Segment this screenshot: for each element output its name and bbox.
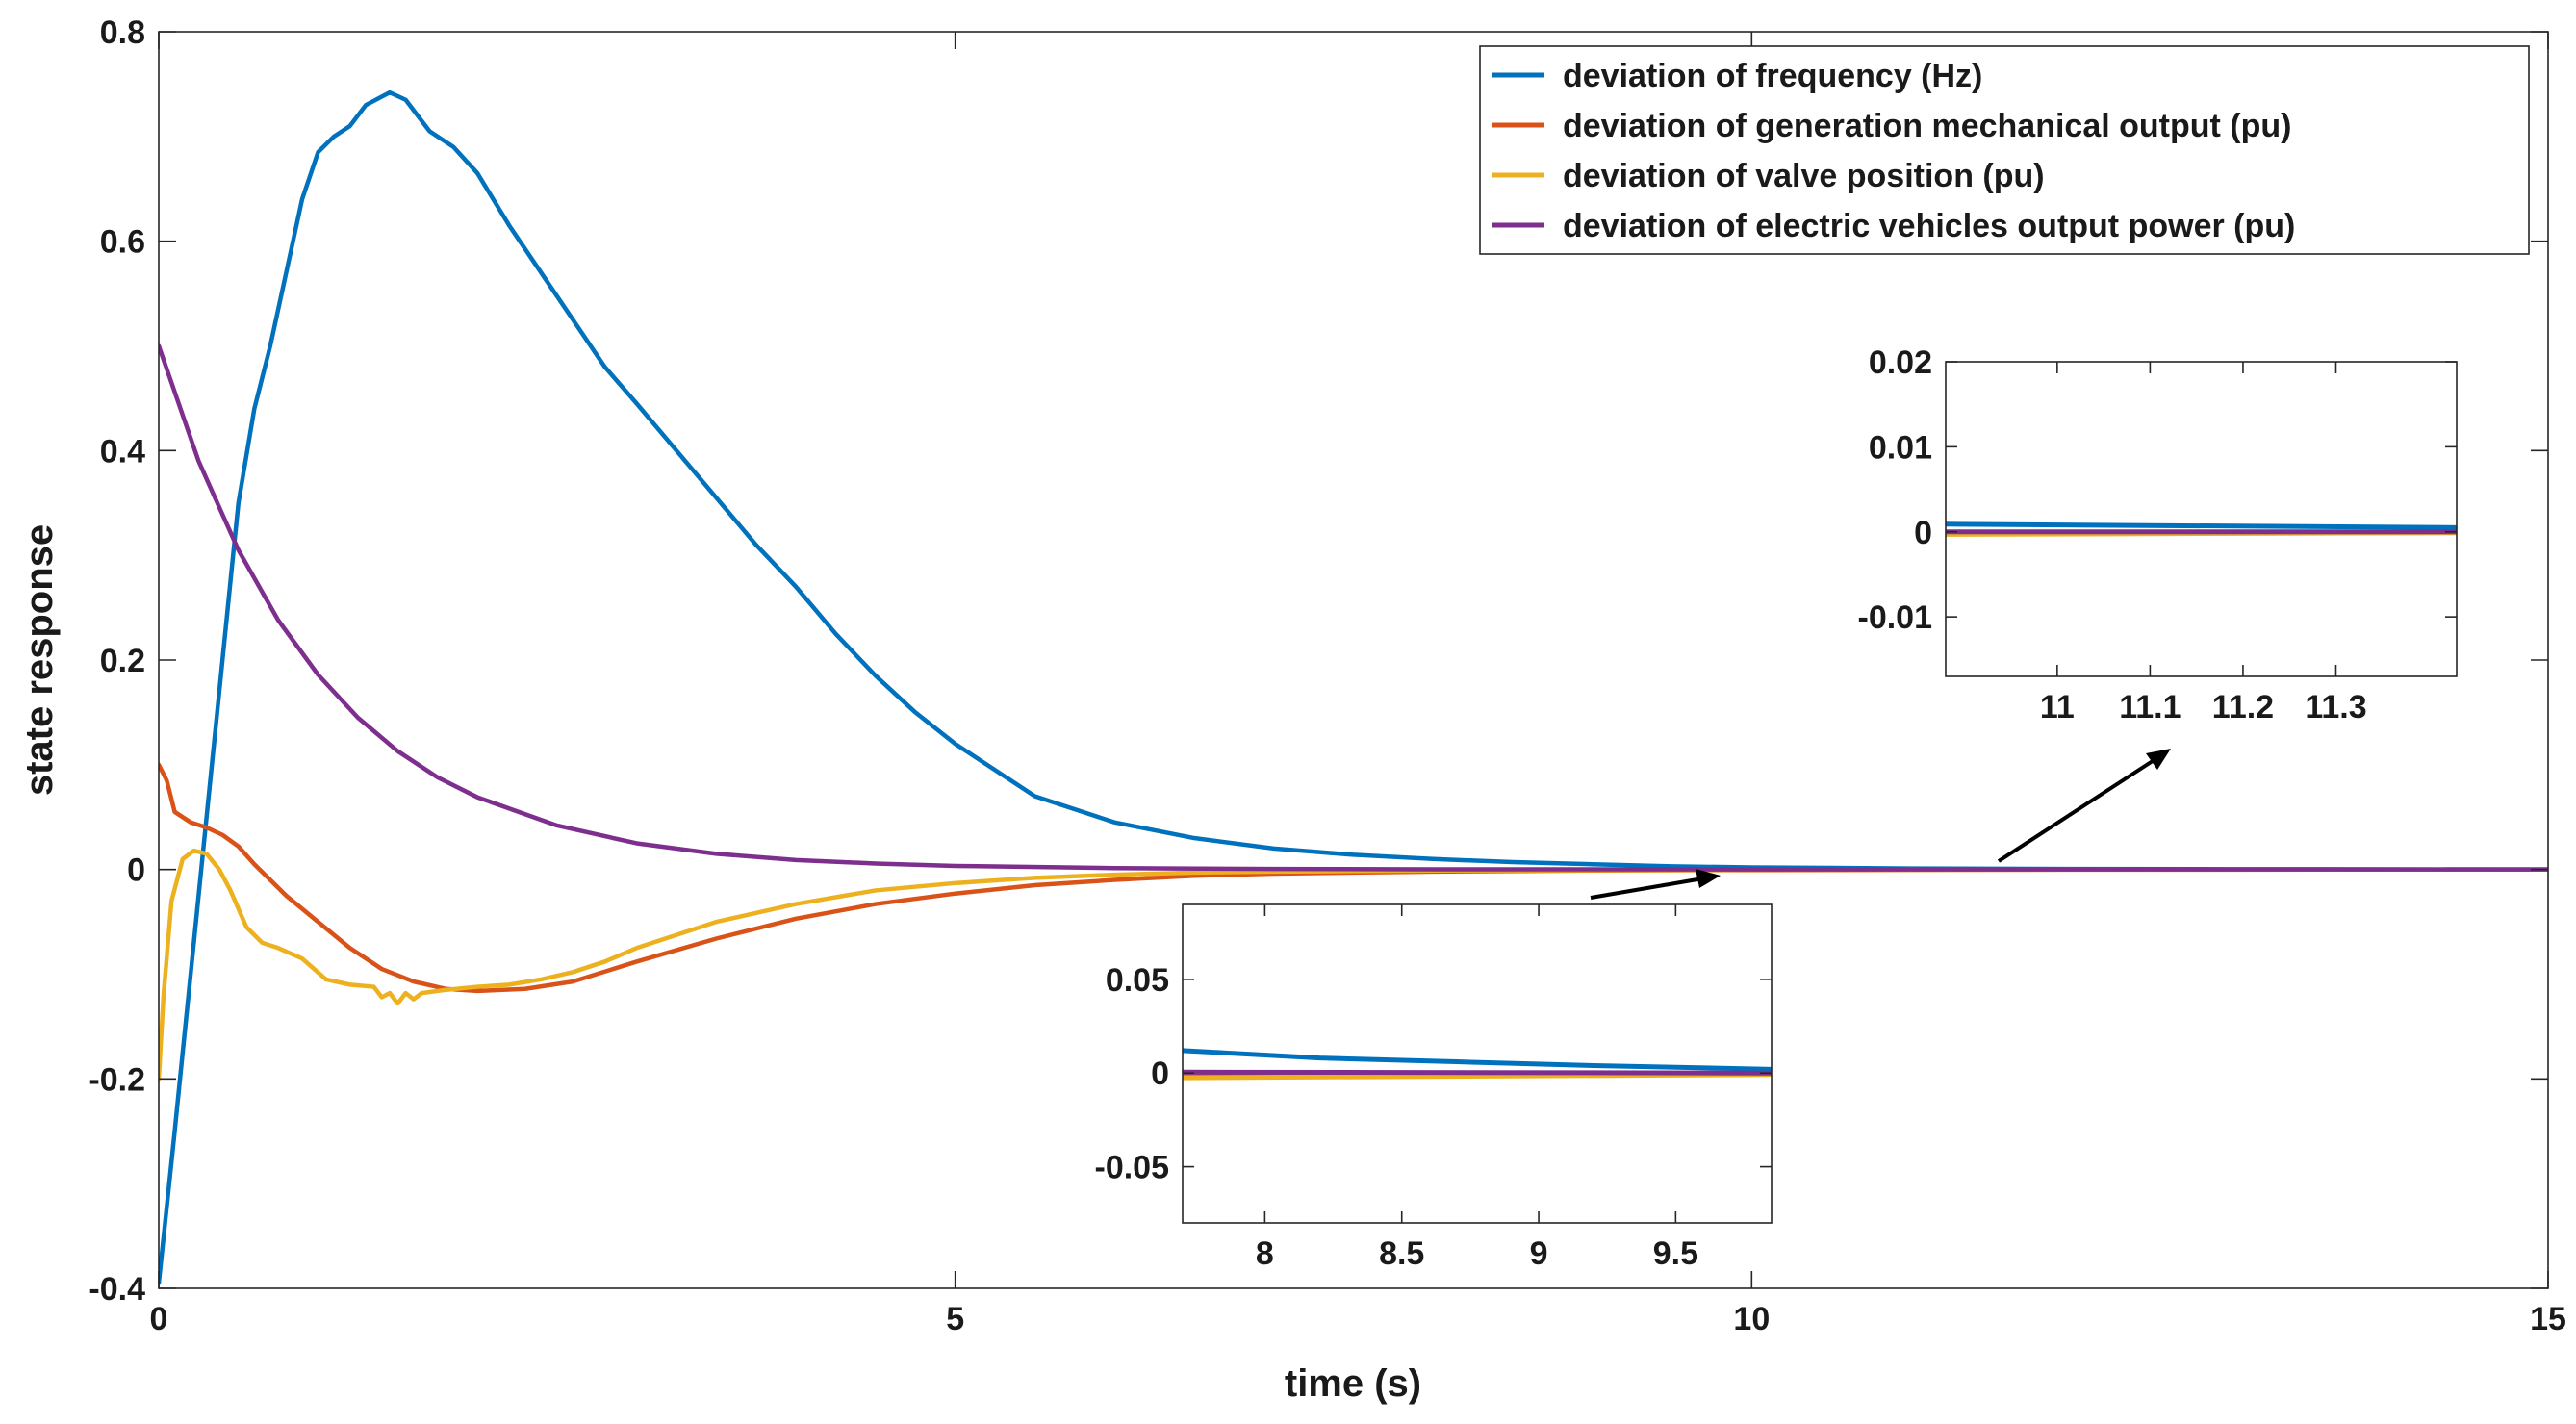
inset-plot-11-to-11-3: 11 11.1 11.2 11.3 -0.01 0 0.01 0.02 bbox=[1858, 344, 2458, 725]
legend: deviation of frequency (Hz) deviation of … bbox=[1479, 45, 2530, 255]
main-series-lines bbox=[159, 89, 2548, 1285]
x-tick-label: 9.5 bbox=[1653, 1235, 1698, 1272]
main-ticks: 0 5 10 15 -0.4 -0.2 0 0.2 0.4 0.6 0.8 bbox=[89, 14, 2566, 1337]
main-plot-area: 0 5 10 15 -0.4 -0.2 0 0.2 0.4 0.6 0.8 bbox=[89, 14, 2566, 1337]
legend-label-deviation-of-generation-mechanical-output-pu: deviation of generation mechanical outpu… bbox=[1563, 108, 2291, 144]
y-tick-label: 0.02 bbox=[1869, 344, 1932, 381]
legend-label-deviation-of-frequency-hz: deviation of frequency (Hz) bbox=[1563, 58, 1982, 94]
legend-label-deviation-of-valve-position-pu: deviation of valve position (pu) bbox=[1563, 158, 2045, 194]
y-tick-label: 0.2 bbox=[100, 643, 145, 679]
x-tick-label: 11 bbox=[2040, 689, 2075, 725]
inset-1-box bbox=[1182, 903, 1773, 1224]
series-line-deviation-of-frequency-hz-inset-1 bbox=[1183, 1048, 1772, 1072]
legend-label-deviation-of-electric-vehicles-output-power-pu: deviation of electric vehicles output po… bbox=[1563, 208, 2295, 244]
y-tick-label: -0.2 bbox=[89, 1061, 145, 1098]
series-line-deviation-of-electric-vehicles-output-power-pu bbox=[159, 343, 2548, 872]
inset-2-ticks: 11 11.1 11.2 11.3 -0.01 0 0.01 0.02 bbox=[1858, 344, 2457, 725]
y-axis-label: state response bbox=[18, 524, 61, 796]
x-tick-label: 8 bbox=[1256, 1235, 1274, 1272]
x-tick-label: 0 bbox=[150, 1301, 168, 1337]
x-tick-label: 11.1 bbox=[2119, 689, 2181, 725]
x-tick-label: 15 bbox=[2530, 1301, 2566, 1337]
inset-2-box bbox=[1945, 361, 2458, 677]
zoom-arrow-to-inset-2 bbox=[1997, 749, 2171, 863]
x-tick-label: 9 bbox=[1530, 1235, 1548, 1272]
y-tick-label: 0.05 bbox=[1106, 962, 1169, 999]
inset-plot-8-to-9-5: 8 8.5 9 9.5 -0.05 0 0.05 bbox=[1095, 903, 1773, 1272]
y-tick-label: 0.6 bbox=[100, 224, 145, 261]
y-tick-label: 0 bbox=[127, 852, 145, 889]
y-tick-label: -0.01 bbox=[1858, 599, 1933, 636]
series-line-deviation-of-frequency-hz bbox=[159, 89, 2548, 1285]
inset-1-series-lines bbox=[1183, 1048, 1772, 1081]
series-line-deviation-of-valve-position-pu bbox=[159, 848, 2548, 1081]
x-axis-label: time (s) bbox=[1285, 1362, 1421, 1405]
y-tick-label: 0.01 bbox=[1869, 429, 1932, 466]
legend-items: deviation of frequency (Hz) deviation of … bbox=[1492, 58, 2295, 244]
legend-box bbox=[1479, 45, 2530, 255]
y-tick-label: 0.8 bbox=[100, 14, 145, 51]
zoom-arrow-to-inset-1 bbox=[1590, 869, 1721, 900]
x-tick-label: 5 bbox=[946, 1301, 964, 1337]
series-line-deviation-of-frequency-hz-inset-2 bbox=[1946, 521, 2457, 530]
y-tick-label: 0 bbox=[1151, 1055, 1169, 1092]
y-tick-label: 0.4 bbox=[100, 433, 145, 470]
y-tick-label: -0.4 bbox=[89, 1271, 145, 1308]
series-line-deviation-of-electric-vehicles-output-power-pu-inset-1 bbox=[1183, 1069, 1772, 1076]
inset-2-series-lines bbox=[1946, 521, 2457, 537]
x-tick-label: 10 bbox=[1733, 1301, 1770, 1337]
x-tick-label: 8.5 bbox=[1379, 1235, 1424, 1272]
inset-1-ticks: 8 8.5 9 9.5 -0.05 0 0.05 bbox=[1095, 904, 1772, 1272]
inset-2-background bbox=[1946, 362, 2457, 676]
y-tick-label: 0 bbox=[1914, 515, 1932, 551]
x-tick-label: 11.2 bbox=[2212, 689, 2274, 725]
x-tick-label: 11.3 bbox=[2305, 689, 2366, 725]
y-tick-label: -0.05 bbox=[1095, 1150, 1170, 1186]
